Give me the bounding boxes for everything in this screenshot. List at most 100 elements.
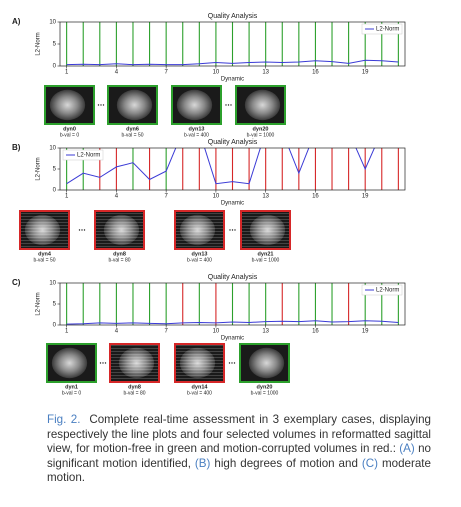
ellipsis-dot (225, 104, 227, 106)
thumbnail-border (46, 343, 97, 383)
y-tick-label: 5 (53, 302, 57, 308)
x-tick-label: 1 (65, 70, 69, 76)
thumbnail-artifact (95, 211, 144, 249)
panel-label: A) (12, 17, 21, 26)
caption-text: Complete real-time assessment in 3 exemp… (47, 413, 431, 456)
x-tick-label: 13 (262, 329, 269, 335)
legend-label: L2-Norm (376, 27, 399, 33)
legend-label: L2-Norm (77, 153, 100, 159)
x-tick-label: 19 (362, 329, 369, 335)
thumbnail-bval: b-val = 1000 (252, 257, 280, 263)
x-axis-label: Dynamic (221, 77, 244, 83)
caption-case: (C) (361, 456, 378, 470)
ellipsis-dot (97, 104, 100, 106)
ellipsis-dot (81, 229, 83, 231)
x-tick-label: 4 (115, 194, 119, 200)
y-tick-label: 0 (53, 64, 57, 70)
thumbnail-artifact (20, 211, 69, 249)
caption: Fig. 2. Complete real-time assessment in… (47, 413, 431, 486)
x-tick-label: 16 (312, 70, 319, 76)
thumbnail-border (44, 85, 95, 125)
ellipsis-dot (102, 362, 104, 364)
ellipsis-dot (231, 229, 234, 231)
x-tick-label: 7 (164, 194, 168, 200)
y-tick-label: 10 (49, 20, 56, 26)
x-axis-label: Dynamic (221, 336, 244, 342)
thumbnail-bval: b-val = 1000 (247, 132, 275, 138)
caption-label: Fig. 2. (47, 413, 81, 426)
ellipsis-dot (104, 362, 107, 364)
thumbnail-label: dyn13 (189, 126, 205, 132)
thumbnail-artifact (110, 344, 159, 382)
thumbnail-tissue (116, 89, 153, 121)
thumbnail-label: dyn0 (63, 126, 76, 132)
thumbnail-label: dyn1 (65, 384, 78, 390)
thumbnail-bval: b-val = 0 (60, 132, 80, 138)
thumbnail-tissue (51, 347, 88, 379)
series-line (66, 320, 399, 325)
thumbnail-label: dyn20 (257, 384, 273, 390)
thumbnail-tissue (49, 89, 86, 121)
plot-frame (59, 21, 406, 67)
legend-box (361, 23, 403, 35)
thumbnail-tissue (244, 89, 281, 121)
thumbnail-bval: b-val = 1000 (251, 390, 279, 396)
ellipsis-dot (234, 229, 236, 231)
y-tick-label: 5 (53, 42, 57, 48)
ellipsis-dot (231, 362, 233, 364)
ellipsis-dot (227, 104, 230, 106)
thumbnail-border (19, 210, 70, 250)
y-tick-label: 0 (53, 188, 57, 194)
thumbnail-label: dyn8 (128, 384, 141, 390)
thumbnail-border (107, 85, 158, 125)
thumbnail-border (94, 210, 145, 250)
thumbnail-tissue (176, 89, 213, 121)
x-tick-label: 1 (65, 329, 69, 335)
thumbnail-label: dyn6 (126, 126, 139, 132)
thumbnail-border (235, 85, 286, 125)
x-tick-label: 4 (115, 329, 119, 335)
ellipsis-dot (83, 229, 86, 231)
x-tick-label: 13 (262, 194, 269, 200)
thumbnail-border (171, 85, 222, 125)
thumbnail-label: dyn20 (253, 126, 269, 132)
thumbnail-artifact (241, 211, 290, 249)
x-tick-label: 19 (362, 70, 369, 76)
plot-frame (59, 147, 406, 191)
thumbnail-label: dyn4 (38, 251, 52, 257)
thumbnail-label: dyn8 (113, 251, 126, 257)
thumbnail-bval: b-val = 50 (33, 257, 55, 263)
x-tick-label: 10 (213, 70, 220, 76)
thumbnail-bval: b-val = 80 (123, 390, 145, 396)
legend-box (361, 284, 403, 296)
thumbnail-artifact (175, 344, 224, 382)
y-axis-label: L2-Norm (36, 32, 42, 55)
thumbnail-label: dyn14 (192, 384, 209, 390)
thumbnail-artifact (175, 211, 224, 249)
legend-box (62, 149, 104, 161)
thumbnail-bval: b-val = 80 (108, 257, 130, 263)
x-tick-label: 16 (312, 329, 319, 335)
y-axis-label: L2-Norm (36, 292, 42, 315)
x-tick-label: 7 (164, 329, 168, 335)
thumbnail-bval: b-val = 0 (62, 390, 82, 396)
y-tick-label: 10 (49, 146, 56, 152)
thumbnail-label: dyn21 (258, 251, 274, 257)
x-tick-label: 10 (213, 194, 220, 200)
y-tick-label: 0 (53, 323, 57, 329)
panel-label: C) (12, 278, 21, 287)
x-tick-label: 4 (115, 70, 119, 76)
thumbnail-border (174, 210, 225, 250)
thumbnail-border (109, 343, 160, 383)
x-tick-label: 16 (312, 194, 319, 200)
ellipsis-dot (233, 362, 236, 364)
ellipsis-dot (99, 362, 102, 364)
chart-title: Quality Analysis (208, 139, 258, 146)
y-tick-label: 5 (53, 167, 57, 173)
x-tick-label: 13 (262, 70, 269, 76)
series-line (66, 148, 375, 185)
x-tick-label: 1 (65, 194, 69, 200)
ellipsis-dot (100, 104, 102, 106)
